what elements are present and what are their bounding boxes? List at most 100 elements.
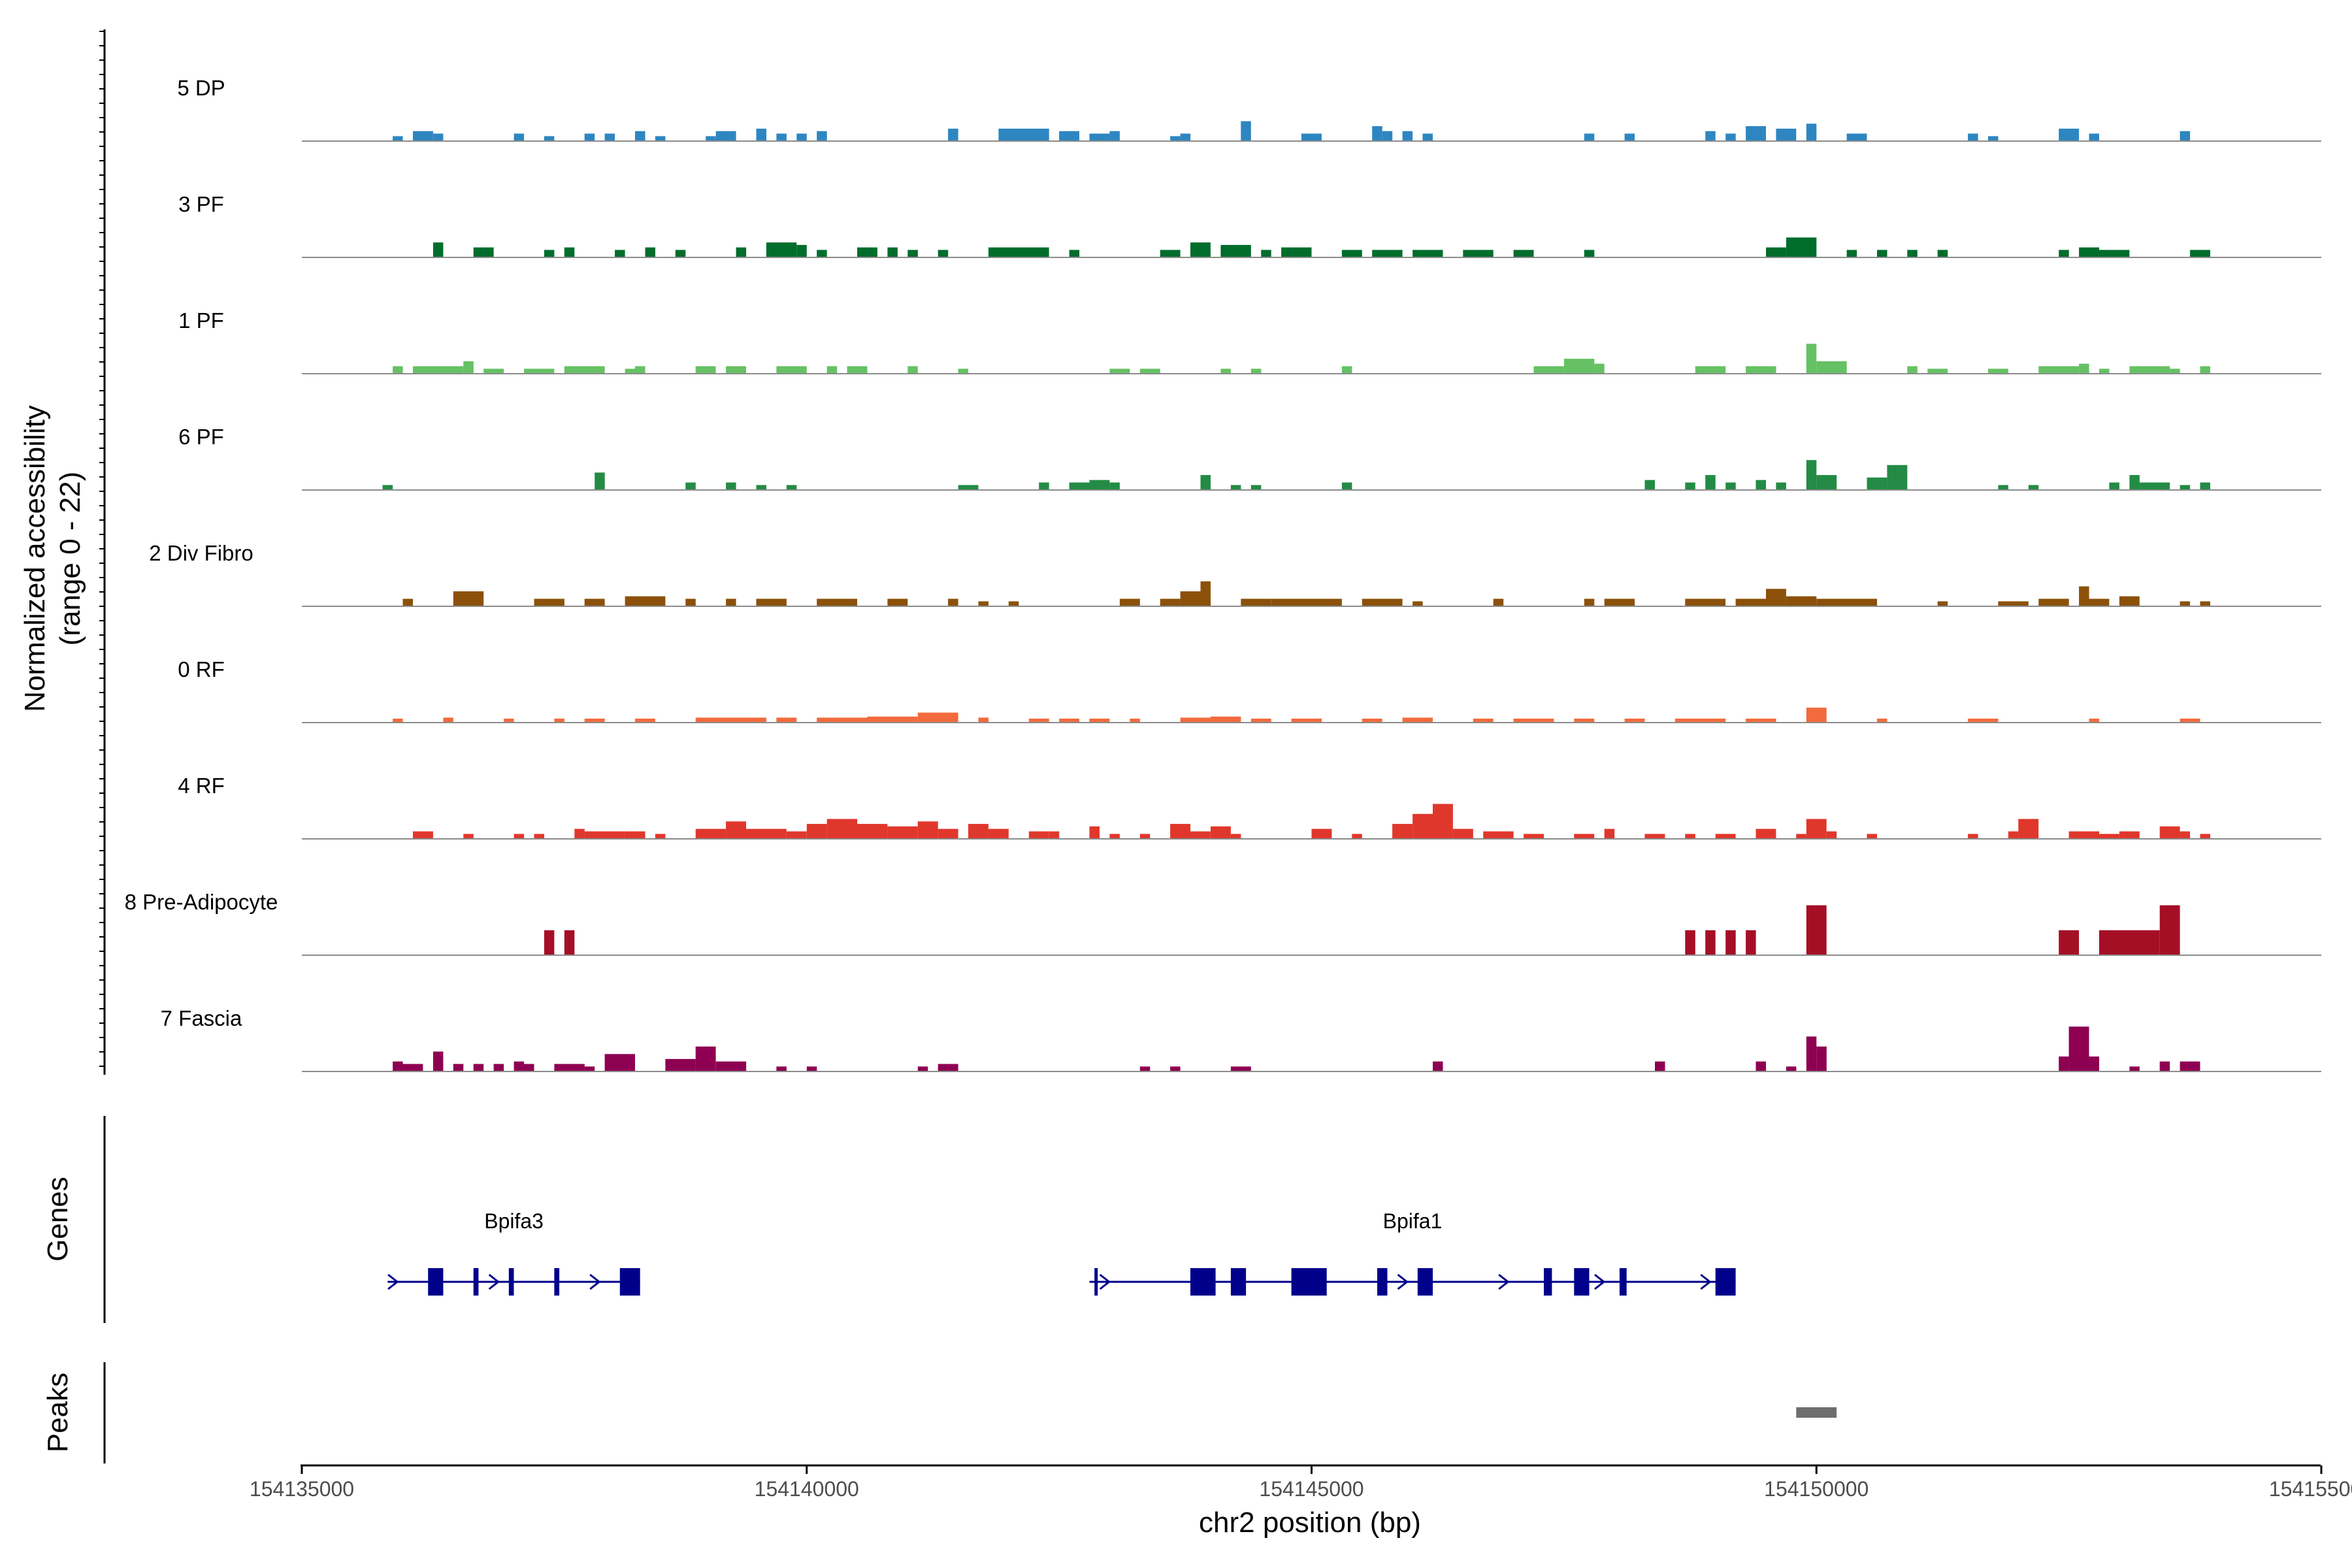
x-axis-ticks: 154135000 154140000 154145000 154150000 1541… xyxy=(250,1465,2352,1501)
coverage-bin xyxy=(847,366,868,374)
coverage-bin xyxy=(1816,475,1837,490)
coverage-bin xyxy=(1513,250,1534,257)
coverage-bin xyxy=(1756,480,1766,490)
coverage-bin xyxy=(1250,368,1262,374)
coverage-bin xyxy=(504,718,514,723)
coverage-bin xyxy=(2190,250,2210,257)
coverage-bin xyxy=(817,250,827,257)
coverage-bin xyxy=(907,250,918,257)
coverage-bin xyxy=(393,136,403,141)
x-tick-label: 154135000 xyxy=(250,1477,354,1501)
coverage-bin xyxy=(2099,834,2119,839)
coverage-bin xyxy=(1937,250,1948,257)
strand-arrow xyxy=(1700,1273,1712,1290)
coverage-bin xyxy=(1816,1046,1827,1071)
coverage-bin xyxy=(857,824,888,839)
coverage-bin xyxy=(1968,133,1978,141)
coverage-bin xyxy=(1382,131,1393,141)
coverage-bin xyxy=(1220,368,1231,374)
coverage-bin xyxy=(1746,718,1776,723)
coverage-bin xyxy=(1008,601,1019,606)
gene-bpifa3: Bpifa3 xyxy=(387,1209,640,1296)
coverage-bin xyxy=(1846,133,1867,141)
coverage-bin xyxy=(978,601,988,606)
coverage-bin xyxy=(1715,834,1736,839)
x-tick-label: 154145000 xyxy=(1259,1477,1364,1501)
coverage-bin xyxy=(1241,598,1271,606)
x-tick-label: 154155000 xyxy=(2269,1477,2352,1501)
coverage-bin xyxy=(433,133,444,141)
coverage-bin xyxy=(393,366,403,374)
coverage-bin xyxy=(1059,131,1079,141)
coverage-bin xyxy=(2099,250,2130,257)
coverage-bin xyxy=(544,930,555,955)
coverage-bin xyxy=(2079,363,2089,374)
coverage-bin xyxy=(1937,601,1948,606)
coverage-bin xyxy=(1644,480,1655,490)
coverage-bin xyxy=(1109,834,1120,839)
coverage-bin xyxy=(1705,131,1716,141)
coverage-bin xyxy=(907,366,918,374)
coverage-bin xyxy=(564,366,605,374)
coverage-bin xyxy=(2200,366,2210,374)
coverage-bin xyxy=(1806,905,1827,955)
coverage-bin xyxy=(665,1058,696,1071)
strand-arrow xyxy=(1498,1273,1510,1290)
coverage-bin xyxy=(1402,131,1413,141)
coverage-bin xyxy=(1705,475,1716,490)
coverage-bin xyxy=(685,598,696,606)
coverage-bin xyxy=(1927,368,1948,374)
track-label: 6 PF xyxy=(178,425,224,449)
coverage-bin xyxy=(867,716,918,723)
coverage-bin xyxy=(1200,475,1211,490)
coverage-bin xyxy=(1796,834,1806,839)
coverage-bin xyxy=(1624,133,1635,141)
coverage-bin xyxy=(1352,834,1362,839)
coverage-bin xyxy=(988,828,1009,839)
coverage-bin xyxy=(473,1064,484,1071)
genes-panel-label: Genes xyxy=(42,1177,74,1262)
coverage-bin xyxy=(857,247,877,257)
coverage-bin xyxy=(635,131,645,141)
coverage-bin xyxy=(2038,366,2080,374)
exon xyxy=(1377,1268,1388,1296)
track-5-dp: 5 DP xyxy=(177,76,2321,142)
coverage-bin xyxy=(1220,244,1251,257)
coverage-bin xyxy=(393,1061,403,1071)
coverage-bin xyxy=(1806,123,1817,141)
coverage-bin xyxy=(2159,905,2180,955)
coverage-bin xyxy=(817,717,868,723)
track-label: 3 PF xyxy=(178,192,224,216)
coverage-bin xyxy=(786,485,797,490)
coverage-bin xyxy=(1644,834,1665,839)
coverage-bin xyxy=(544,136,555,141)
coverage-bin xyxy=(1049,831,1060,839)
coverage-bin xyxy=(453,1064,464,1071)
coverage-bin xyxy=(1089,826,1100,839)
coverage-bin xyxy=(625,368,636,374)
coverage-bin xyxy=(584,1066,595,1071)
coverage-bin xyxy=(1685,482,1695,490)
coverage-bin xyxy=(514,834,525,839)
coverage-bin xyxy=(2018,819,2039,839)
coverage-bin xyxy=(766,242,797,257)
coverage-bin xyxy=(514,1061,525,1071)
coverage-bin xyxy=(554,1064,585,1071)
coverage-bin xyxy=(1968,718,1999,723)
strand-arrow xyxy=(1594,1273,1606,1290)
coverage-bin xyxy=(776,366,807,374)
coverage-bin xyxy=(1776,128,1797,141)
coverage-bin xyxy=(736,247,747,257)
coverage-bin xyxy=(2059,1056,2069,1071)
coverage-bin xyxy=(978,717,988,723)
coverage-bin xyxy=(1685,930,1695,955)
coverage-bin xyxy=(524,368,555,374)
coverage-bin xyxy=(826,366,838,374)
coverage-bin xyxy=(564,930,575,955)
coverage-bin xyxy=(1907,250,1918,257)
coverage-bin xyxy=(1584,133,1595,141)
coverage-bin xyxy=(1362,718,1382,723)
coverage-bin xyxy=(1725,930,1736,955)
coverage-bin xyxy=(1119,598,1140,606)
